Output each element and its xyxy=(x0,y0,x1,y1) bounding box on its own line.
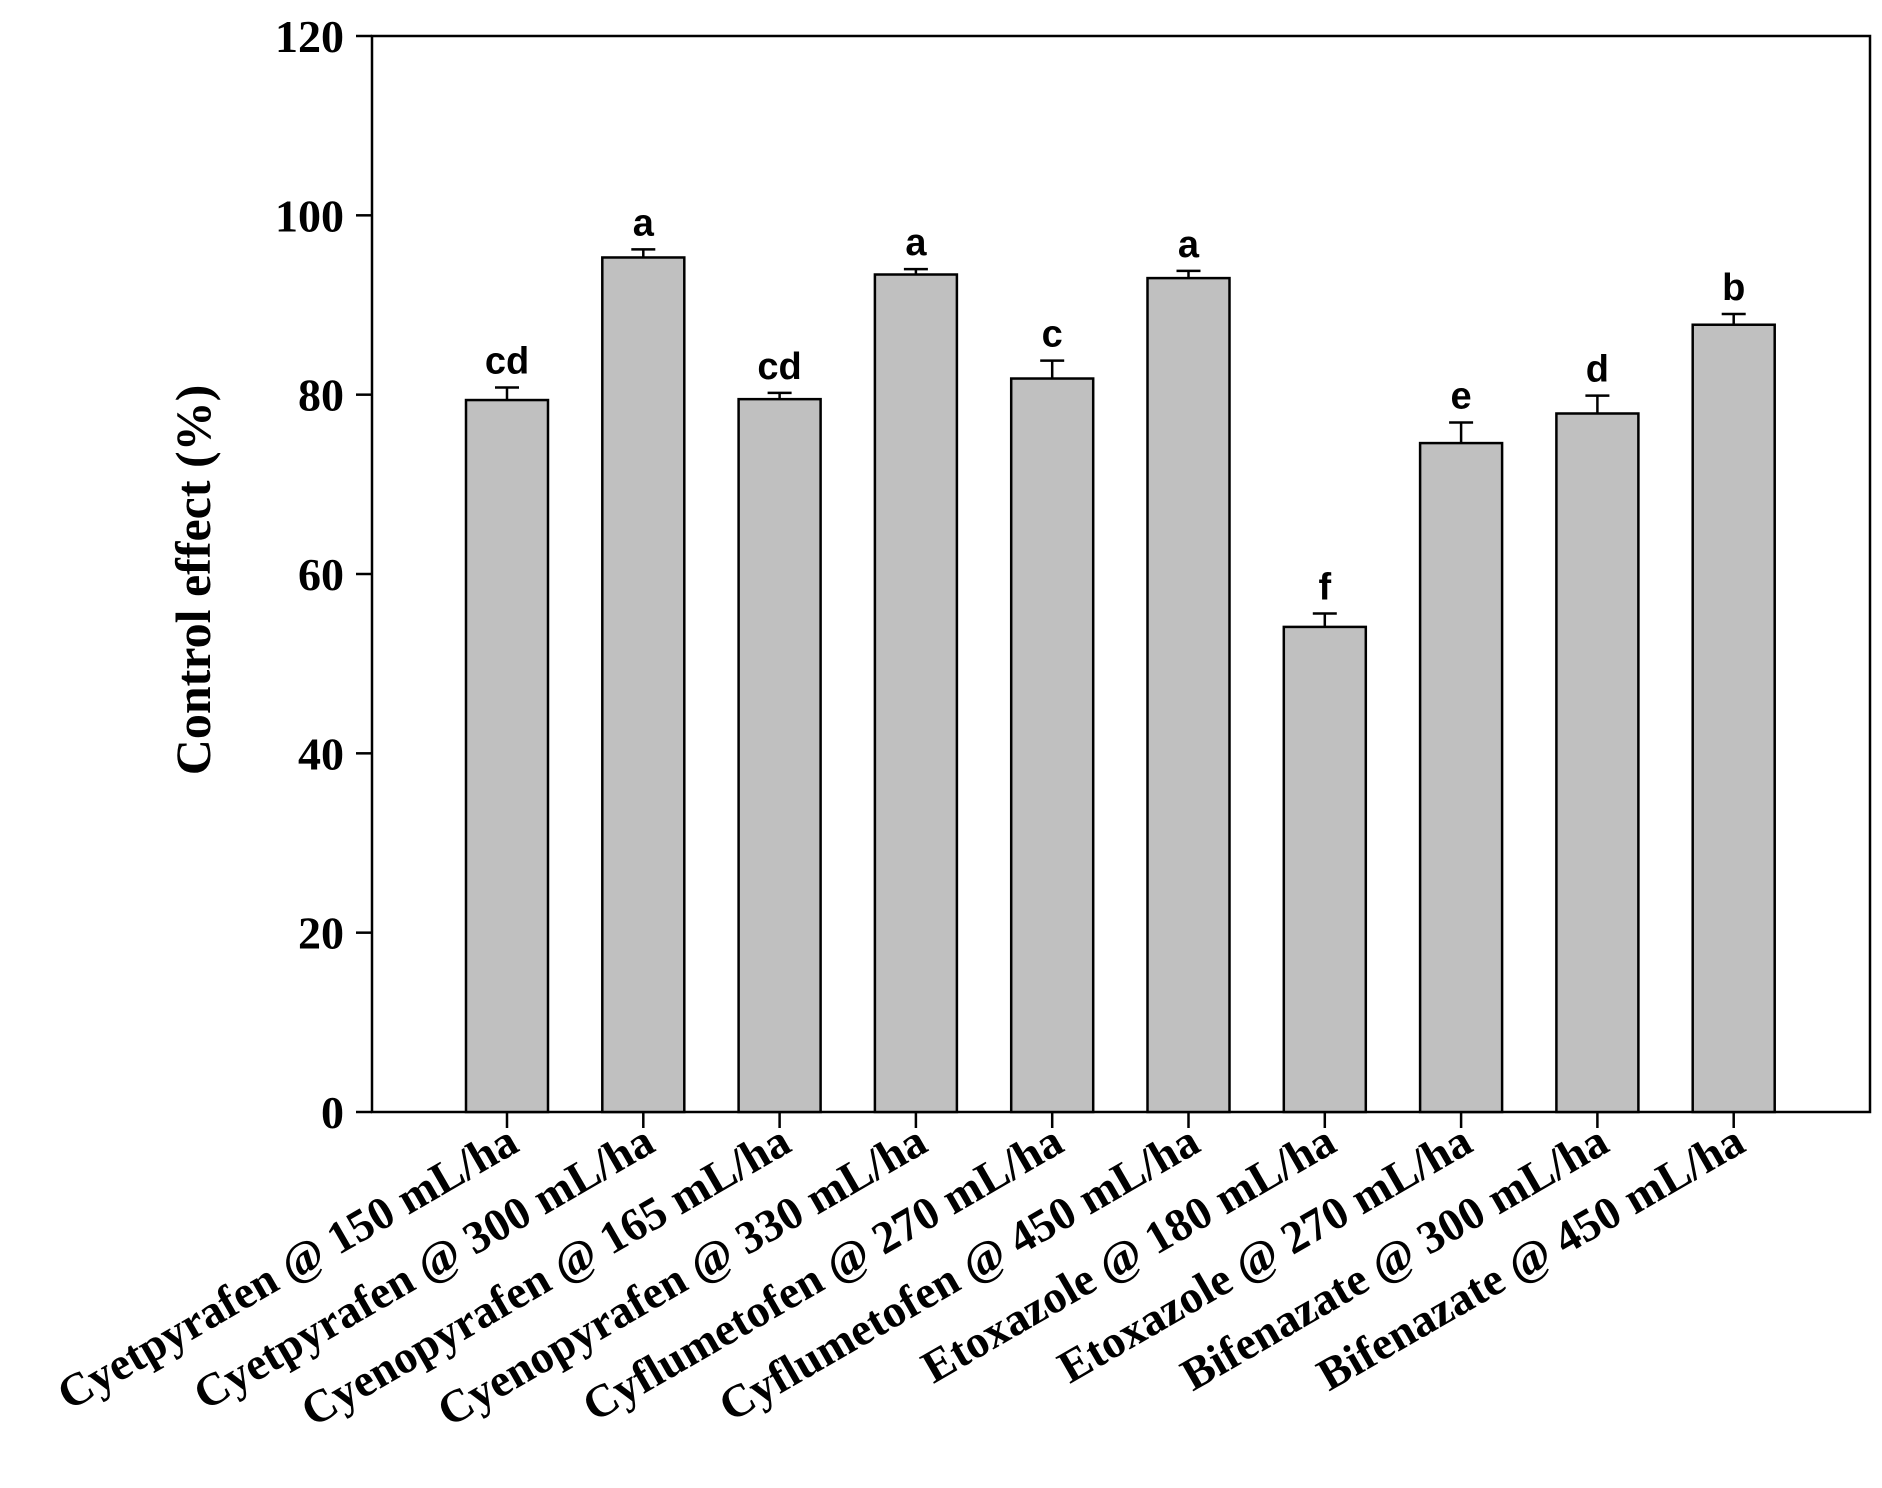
significance-label: e xyxy=(1451,375,1472,417)
y-tick-label: 100 xyxy=(275,190,344,241)
bar xyxy=(1418,441,1504,1114)
y-tick-label: 80 xyxy=(298,370,344,421)
y-tick-label: 0 xyxy=(321,1087,344,1138)
y-tick-label: 40 xyxy=(298,728,344,779)
bar xyxy=(464,398,550,1114)
y-tick-label: 120 xyxy=(275,11,344,62)
significance-label: a xyxy=(905,222,927,264)
bar xyxy=(737,397,822,1114)
significance-label: c xyxy=(1042,314,1063,356)
significance-label: cd xyxy=(485,340,529,382)
significance-label: cd xyxy=(757,346,801,388)
significance-label: b xyxy=(1722,267,1745,309)
bar xyxy=(1282,625,1368,1114)
bar xyxy=(1009,377,1095,1114)
significance-label: a xyxy=(1178,224,1200,266)
bar xyxy=(1555,412,1640,1114)
bar xyxy=(1691,323,1776,1114)
bar xyxy=(873,273,959,1114)
significance-label: f xyxy=(1318,566,1331,608)
significance-label: a xyxy=(633,202,655,244)
bar xyxy=(601,256,686,1114)
y-tick-label: 60 xyxy=(298,549,344,600)
bar xyxy=(1146,276,1231,1114)
y-axis-label: Control effect (%) xyxy=(165,385,221,776)
y-tick-label: 20 xyxy=(298,908,344,959)
significance-label: d xyxy=(1586,349,1609,391)
plot-frame xyxy=(370,34,1872,1114)
